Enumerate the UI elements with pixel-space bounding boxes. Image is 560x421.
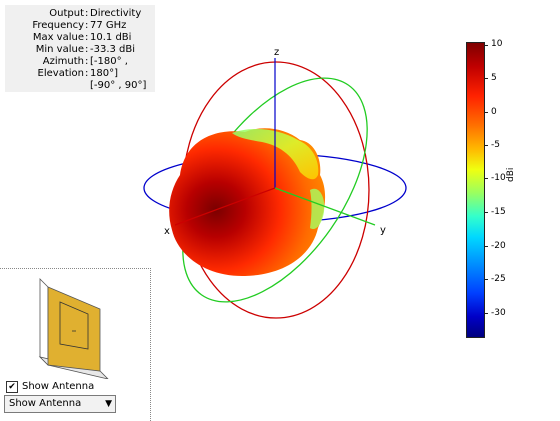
info-value: 180°]: [90, 68, 118, 79]
info-row-min-value: Min value : -33.3 dBi: [35, 44, 136, 55]
colorbar-tick-label: -30: [491, 308, 506, 318]
info-label: Max value: [32, 32, 84, 43]
colorbar-tick-label: -5: [491, 140, 500, 150]
antenna-view-dropdown[interactable]: Show Antenna ▼: [4, 395, 116, 413]
info-label: Min value: [35, 44, 84, 55]
lobe-top-cap: [232, 128, 319, 180]
colorbar-tick-label: -15: [491, 207, 506, 217]
info-row-elevation: Elevation : 180°]: [37, 68, 118, 79]
colorbar-tick-label: 10: [491, 39, 503, 49]
info-row-max-value: Max value : 10.1 dBi: [32, 32, 132, 43]
y-axis-line: [274, 187, 376, 226]
x-axis-label: x: [164, 226, 170, 237]
colorbar-tick-label: -20: [491, 241, 506, 251]
info-label: Azimuth: [42, 56, 84, 67]
show-antenna-label: Show Antenna: [22, 381, 95, 392]
info-row-frequency: Frequency : 77 GHz: [32, 20, 127, 31]
dropdown-selected-value: Show Antenna: [9, 398, 82, 409]
radiation-lobe: [169, 128, 326, 277]
colorbar-unit-label: dBi: [506, 167, 516, 182]
info-value: 10.1 dBi: [90, 32, 132, 43]
colorbar-tick-label: -10: [491, 173, 506, 183]
x-axis-line: [174, 187, 276, 226]
y-axis-label: y: [380, 225, 386, 236]
patch-element: [59, 301, 89, 350]
chevron-down-icon: ▼: [105, 399, 112, 409]
info-value: [-90° , 90°]: [90, 80, 147, 91]
z-axis-label: z: [274, 47, 279, 58]
info-label: Output: [49, 8, 84, 19]
info-value: Directivity: [90, 8, 142, 19]
colorbar-gradient: [466, 42, 485, 338]
patch-substrate: [47, 286, 101, 372]
colorbar-tick-label: 5: [491, 73, 497, 83]
lobe-side-cap: [310, 188, 325, 230]
colorbar: 10 5 0 -5 -10 -15 -20 -25 -30 dBi: [466, 40, 536, 340]
plot-info-panel: Output : Directivity Frequency : 77 GHz …: [5, 5, 155, 92]
info-row-output: Output : Directivity: [49, 8, 142, 19]
info-value: 77 GHz: [90, 20, 127, 31]
antenna-preview-icon: [38, 278, 110, 380]
show-antenna-checkbox[interactable]: ✔: [6, 381, 18, 393]
colorbar-tick-label: 0: [491, 107, 497, 117]
info-label: Frequency: [32, 20, 84, 31]
info-row-range: [-90° , 90°]: [5, 80, 155, 92]
info-value: -33.3 dBi: [90, 44, 136, 55]
info-value: [-180° ,: [90, 56, 128, 67]
info-label: Elevation: [37, 68, 84, 79]
info-row-azimuth: Azimuth : [-180° ,: [42, 56, 128, 67]
colorbar-tick-label: -25: [491, 274, 506, 284]
antenna-preview-panel: [0, 268, 151, 421]
